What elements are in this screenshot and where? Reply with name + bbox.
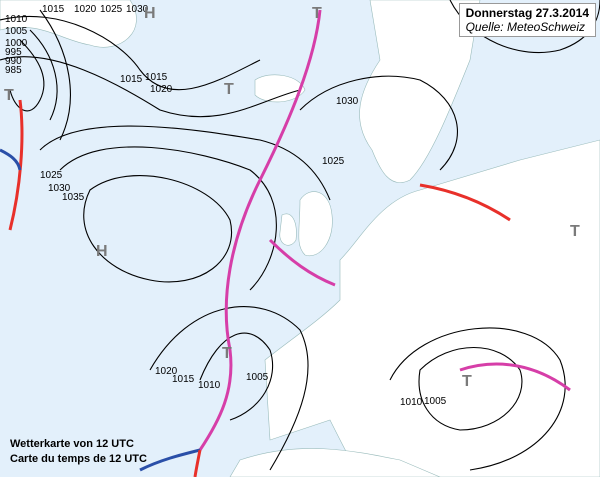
low-pressure-label: T (312, 5, 322, 22)
isobar-label: 1025 (322, 156, 345, 167)
isobar-label: 1010 (400, 397, 423, 408)
isobar-label: 990 (5, 56, 22, 67)
map-caption: Wetterkarte von 12 UTC Carte du temps de… (10, 437, 147, 467)
caption-german: Wetterkarte von 12 UTC (10, 438, 134, 450)
warm-front-west (8, 99, 24, 231)
isobar-label: 995 (5, 47, 22, 58)
isobar-label: 1015 (120, 74, 143, 85)
isobar-label: 1020 (74, 4, 97, 15)
isobar-label: 1030 (48, 183, 71, 194)
occluded-front (198, 9, 322, 451)
isobar-label: 1010 (5, 14, 28, 25)
cold-front-west (0, 148, 22, 171)
warm-front (193, 449, 202, 477)
high-pressure-label: H (144, 5, 156, 22)
title-box: Donnerstag 27.3.2014 Quelle: MeteoSchwei… (458, 3, 596, 37)
pressure-centers: H H T T T T T T (4, 5, 580, 390)
isobar-label: 1015 (42, 4, 65, 15)
high-pressure-label: H (96, 243, 108, 260)
isobar-label: 1005 (246, 372, 269, 383)
greenland (0, 0, 137, 48)
isobar-label: 1030 (126, 4, 149, 15)
map-source: Quelle: MeteoSchweiz (465, 20, 585, 34)
isobar-labels: 1015 1020 1025 1030 1010 1005 1000 995 9… (5, 4, 447, 408)
caption-french: Carte du temps de 12 UTC (10, 453, 147, 465)
isobar-label: 1020 (150, 84, 173, 95)
isobar-label: 1035 (62, 192, 85, 203)
cold-front (139, 448, 201, 472)
ireland (279, 213, 297, 246)
isobar-label: 1005 (424, 396, 447, 407)
isobar-label: 1015 (172, 374, 195, 385)
isobar-label: 1020 (155, 366, 178, 377)
low-pressure-label: T (4, 87, 14, 104)
fronts (0, 9, 571, 477)
low-pressure-label: T (222, 345, 232, 362)
occluded-front-ireland (268, 238, 336, 287)
isobar-label: 1010 (198, 380, 221, 391)
isobar-label: 1025 (100, 4, 123, 15)
isobar-label: 1015 (145, 72, 168, 83)
low-pressure-label: T (462, 373, 472, 390)
north-africa (229, 448, 441, 477)
british-isles (298, 191, 333, 257)
low-pressure-label: T (570, 223, 580, 240)
iceland (254, 74, 306, 103)
isobar-label: 1030 (336, 96, 359, 107)
low-pressure-label: T (224, 81, 234, 98)
occluded-front-east (459, 362, 571, 392)
isobar-label: 1025 (40, 170, 63, 181)
isobar-label: 1000 (5, 38, 28, 49)
continental-europe (264, 139, 600, 477)
isobar-label: 985 (5, 65, 22, 76)
map-date-title: Donnerstag 27.3.2014 (465, 6, 589, 20)
warm-front-east (419, 183, 511, 222)
isobar-label: 1005 (5, 26, 28, 37)
